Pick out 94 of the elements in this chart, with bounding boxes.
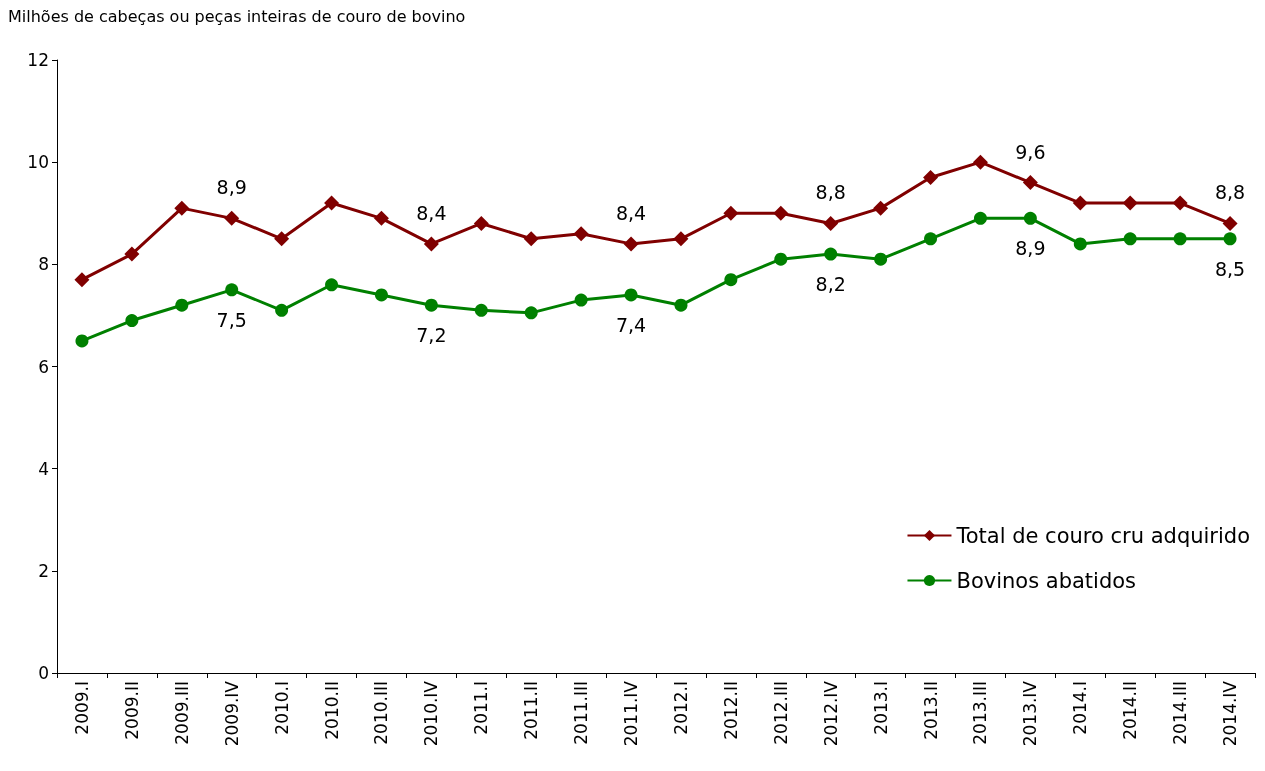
x-tick-label: 2009.II [121,681,142,740]
x-tick-label: 2014.I [1070,681,1091,735]
data-label: 8,8 [1214,181,1246,204]
x-tick-label: 2013.III [970,681,991,745]
point [374,288,388,302]
point [923,169,939,185]
point [225,283,239,297]
point [275,303,289,317]
point [423,236,439,252]
data-label: 8,5 [1214,257,1246,280]
point [673,231,689,247]
x-tick-label: 2009.IV [221,680,242,747]
data-label: 8,4 [416,201,447,224]
x-tick-label: 2010.II [321,681,342,740]
point [373,210,389,226]
x-tick-label: 2012.IV [820,680,841,747]
x-tick-label: 2012.I [670,681,691,735]
y-tick-label: 2 [38,560,49,581]
data-label: 8,9 [1015,237,1046,260]
point [874,252,888,266]
y-tick-label: 4 [38,458,49,479]
point [75,334,89,348]
point [325,278,339,292]
data-label: 8,9 [216,176,247,199]
x-tick-label: 2010.IV [421,680,442,747]
x-tick-label: 2011.I [471,681,492,735]
point [1122,195,1138,211]
point [1172,195,1188,211]
x-tick-label: 2013.I [870,681,891,735]
y-tick-label: 0 [38,663,49,683]
y-tick-label: 10 [27,152,49,173]
point [1223,232,1237,246]
x-tick-label: 2010.III [371,681,392,745]
x-tick-label: 2014.II [1120,681,1141,740]
point [74,272,90,288]
point [174,200,190,216]
point [823,215,839,231]
point [674,298,688,312]
data-label: 8,8 [815,181,846,204]
point [824,247,838,261]
x-tick-label: 2011.III [571,681,592,745]
point [574,293,588,307]
point [473,215,489,231]
point [1073,237,1087,251]
point [924,232,938,246]
point [873,200,889,216]
point [523,231,539,247]
point [1022,175,1038,191]
legend-label: Bovinos abatidos [956,568,1137,593]
point [524,306,538,320]
point [124,246,140,262]
x-tick-label: 2014.III [1170,681,1191,745]
y-axis-title: Milhões de cabeças ou peças inteiras de couro de bovino [8,6,466,26]
point [424,298,438,312]
point [175,298,189,312]
point [624,288,638,302]
x-tick-label: 2013.II [920,681,941,740]
data-label: 7,2 [416,324,447,347]
x-tick-label: 2009.I [71,681,92,735]
x-tick-label: 2009.III [171,681,192,745]
point [1072,195,1088,211]
point [623,236,639,252]
point [224,210,240,226]
x-tick-label: 2013.IV [1020,680,1041,747]
point [723,205,739,221]
point [274,231,290,247]
point [973,211,987,225]
data-label: 7,4 [615,313,647,336]
point [1222,215,1238,231]
data-label: 8,4 [615,201,647,224]
point [1123,232,1137,246]
x-tick-label: 2014.IV [1220,680,1241,747]
x-tick-label: 2011.IV [621,680,642,747]
x-tick-label: 2011.II [521,681,542,740]
data-label: 9,6 [1015,140,1046,163]
x-tick-label: 2012.III [770,681,791,745]
x-tick-label: 2010.I [271,681,292,735]
point [972,154,988,170]
legend-label: Total de couro cru adquirido [955,523,1250,548]
point [774,252,788,266]
y-tick-label: 12 [27,50,49,70]
point [474,303,488,317]
point [573,226,589,242]
point [724,273,738,287]
data-label: 8,2 [815,273,846,296]
x-tick-label: 2012.II [720,681,741,740]
y-tick-label: 8 [38,254,49,275]
point [324,195,340,211]
point [1173,232,1187,246]
point [773,205,789,221]
y-tick-label: 6 [38,356,49,377]
data-label: 7,5 [216,308,247,331]
point [1023,211,1037,225]
point [125,314,139,328]
